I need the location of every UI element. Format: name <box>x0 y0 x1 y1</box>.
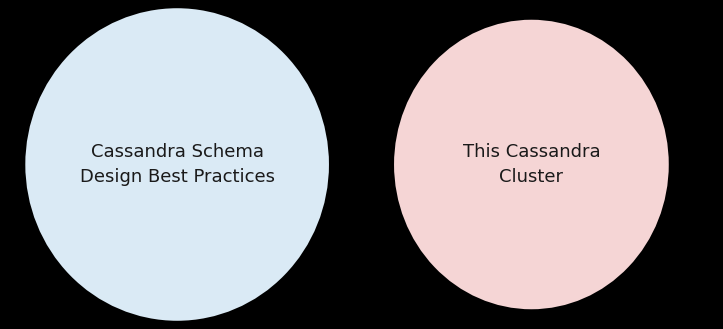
Ellipse shape <box>25 8 329 321</box>
Text: Cassandra Schema
Design Best Practices: Cassandra Schema Design Best Practices <box>80 143 275 186</box>
Ellipse shape <box>394 20 669 309</box>
Text: This Cassandra
Cluster: This Cassandra Cluster <box>463 143 600 186</box>
